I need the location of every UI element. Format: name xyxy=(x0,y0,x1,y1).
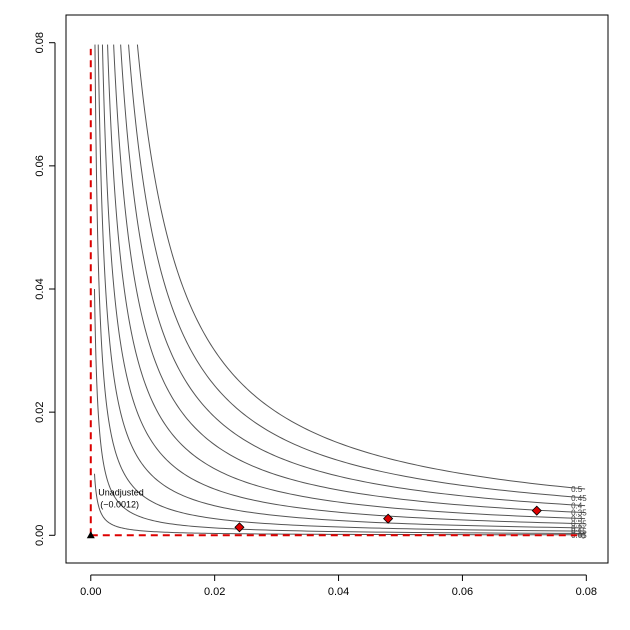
x-tick-label: 0.02 xyxy=(204,586,225,598)
x-tick-label: 0.04 xyxy=(328,586,349,598)
contour-label-0.45: 0.45 xyxy=(571,494,587,503)
y-axis: 0.00 0.02 0.04 0.06 0.08 xyxy=(34,32,56,546)
unadjusted-point xyxy=(86,531,95,539)
contour-label-0.15: 0.15 xyxy=(571,527,587,536)
y-tick-label: 0.00 xyxy=(34,525,46,546)
contour-line-0.25 xyxy=(101,44,586,525)
contour-lines xyxy=(93,44,586,536)
contour-line-0.15 xyxy=(94,44,586,532)
contour-label-0: 0 xyxy=(581,531,586,540)
adjusted-point-2 xyxy=(383,513,394,524)
adjusted-point-3 xyxy=(531,505,542,516)
annotation-line-1: Unadjusted xyxy=(98,487,144,497)
adjusted-point-1 xyxy=(234,522,245,533)
contour-label-0.3: 0.3 xyxy=(571,515,583,524)
contour-line-0.5 xyxy=(136,44,586,490)
y-tick-label: 0.04 xyxy=(34,278,46,299)
y-tick-label: 0.08 xyxy=(34,32,46,53)
annotation-line-2: (−0.0012) xyxy=(100,499,139,509)
contour-label-0.4: 0.4 xyxy=(571,502,583,511)
contour-line-0.35 xyxy=(113,44,586,514)
reference-lines xyxy=(89,48,578,537)
contour-line-0.2 xyxy=(97,44,586,529)
data-points xyxy=(86,505,542,539)
unadjusted-annotation: Unadjusted (−0.0012) xyxy=(98,487,144,509)
y-tick-label: 0.02 xyxy=(34,401,46,422)
contour-line-0.4 xyxy=(120,44,586,507)
x-tick-label: 0.08 xyxy=(576,586,597,598)
contour-label-0.25: 0.25 xyxy=(571,520,587,529)
x-axis: 0.00 0.02 0.04 0.06 0.08 xyxy=(80,574,597,598)
x-tick-label: 0.00 xyxy=(80,586,101,598)
plot-frame xyxy=(65,14,609,564)
contour-line-0.45 xyxy=(128,44,586,499)
contour-line-0.1 xyxy=(93,288,586,534)
contour-label-0.05: 0.05 xyxy=(571,531,587,540)
contour-label-0.1: 0.1 xyxy=(571,529,583,538)
contour-line-0.3 xyxy=(107,44,586,520)
contour-label-0.35: 0.35 xyxy=(571,509,587,518)
contour-label-0.5: 0.5 xyxy=(571,485,583,494)
contour-line-0.05 xyxy=(93,473,586,536)
x-tick-label: 0.06 xyxy=(452,586,473,598)
contour-label-0.2: 0.2 xyxy=(571,524,583,533)
y-tick-label: 0.06 xyxy=(34,155,46,176)
contour-labels: 0.050.10.150.20.250.30.350.40.450.5 0 xyxy=(571,485,587,540)
